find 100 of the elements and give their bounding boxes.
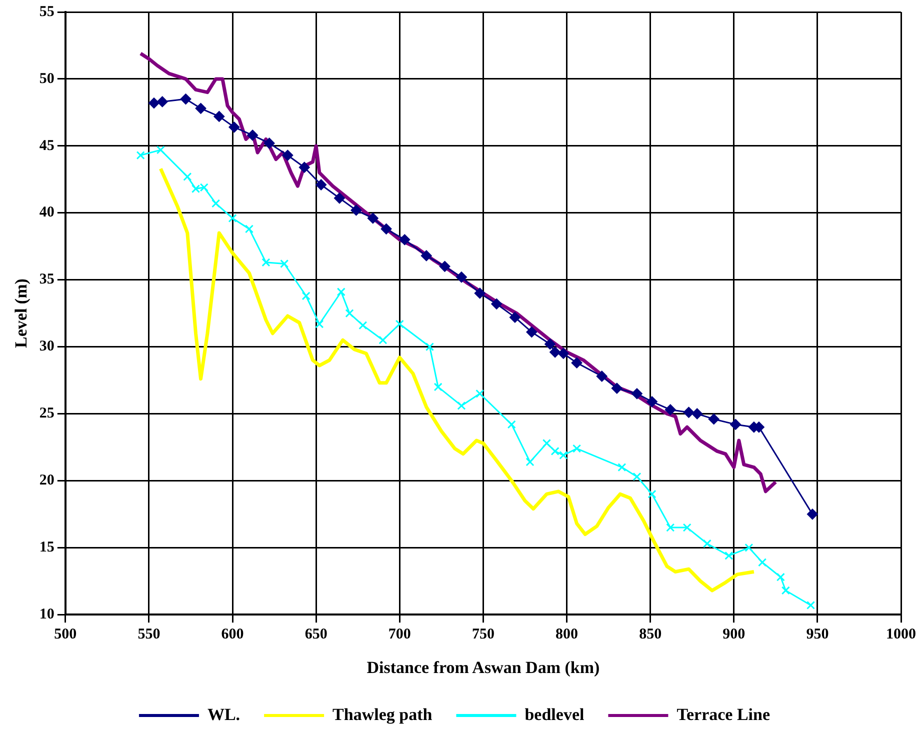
point <box>708 414 720 425</box>
point <box>434 382 442 392</box>
point <box>550 446 560 456</box>
point <box>345 309 354 318</box>
x-tick-label: 950 <box>806 626 829 642</box>
point <box>200 183 208 192</box>
y-tick-label: 25 <box>39 406 54 422</box>
point <box>571 357 582 368</box>
point <box>476 389 484 398</box>
y-tick-label: 30 <box>39 338 54 355</box>
point <box>136 151 145 160</box>
point <box>664 404 676 416</box>
x-tick-label: 650 <box>304 626 328 642</box>
point <box>244 224 254 234</box>
point <box>491 298 502 310</box>
point <box>183 172 192 181</box>
point <box>367 212 378 224</box>
y-axis-title: Level (m) <box>12 278 31 348</box>
legend-label: Thawleg path <box>332 704 433 724</box>
x-tick-label: 500 <box>54 626 77 642</box>
point <box>474 288 486 299</box>
point <box>180 94 192 105</box>
point <box>350 204 362 216</box>
point <box>631 388 642 400</box>
point <box>425 342 434 352</box>
point <box>611 382 622 394</box>
point <box>682 523 692 532</box>
point <box>264 138 275 149</box>
x-tick-label: 900 <box>722 626 746 642</box>
x-tick-label: 550 <box>138 626 160 642</box>
point <box>572 444 582 453</box>
point <box>228 214 237 223</box>
point <box>618 463 626 472</box>
point <box>457 401 466 410</box>
x-tick-label: 800 <box>556 626 578 642</box>
point <box>399 234 410 246</box>
y-tick-label: 35 <box>39 272 54 288</box>
point <box>280 259 289 268</box>
point <box>776 572 785 582</box>
point <box>730 418 742 430</box>
point <box>526 326 538 338</box>
x-tick-label: 750 <box>472 626 494 642</box>
point <box>191 184 200 194</box>
point <box>806 508 818 520</box>
point <box>156 146 165 154</box>
point <box>806 600 816 610</box>
point <box>632 472 642 481</box>
point <box>214 110 225 122</box>
point <box>648 490 656 498</box>
point <box>509 312 520 323</box>
point <box>420 250 432 262</box>
legend-label: WL. <box>207 704 240 724</box>
point <box>148 98 160 109</box>
point <box>262 258 270 267</box>
x-tick-label: 600 <box>221 626 244 642</box>
legend-label: Terrace Line <box>676 704 770 724</box>
legend-label: bedlevel <box>524 704 584 724</box>
point <box>282 150 294 161</box>
point <box>692 408 703 420</box>
point <box>316 179 327 190</box>
y-tick-label: 55 <box>39 4 54 20</box>
point <box>228 122 240 133</box>
point <box>666 523 675 532</box>
point <box>212 199 220 208</box>
point <box>781 586 790 595</box>
point <box>156 96 168 108</box>
point <box>298 162 310 173</box>
x-tick-label: 1000 <box>886 626 916 642</box>
y-tick-label: 40 <box>39 204 54 221</box>
point <box>378 336 388 344</box>
point <box>544 338 556 350</box>
point <box>646 396 658 408</box>
point <box>456 272 467 283</box>
y-tick-label: 15 <box>39 540 54 556</box>
point <box>334 192 345 204</box>
point <box>358 321 368 330</box>
point <box>315 320 324 328</box>
point <box>526 458 534 466</box>
x-tick-label: 850 <box>639 626 662 642</box>
y-tick-label: 45 <box>39 138 54 154</box>
point <box>724 551 734 560</box>
point <box>395 320 404 328</box>
point <box>702 539 712 548</box>
point <box>683 406 694 418</box>
point <box>758 558 767 567</box>
point <box>559 450 568 460</box>
x-axis-title: Distance from Aswan Dam (km) <box>366 658 600 678</box>
point <box>247 130 258 141</box>
point <box>302 292 310 300</box>
x-tick-label: 700 <box>388 626 411 642</box>
y-tick-label: 20 <box>39 472 54 489</box>
point <box>195 102 206 114</box>
point <box>558 348 569 359</box>
point <box>542 438 551 448</box>
point <box>336 288 346 296</box>
point <box>507 420 516 429</box>
point <box>596 370 608 382</box>
y-tick-label: 10 <box>39 606 54 622</box>
y-tick-label: 50 <box>39 70 54 87</box>
point <box>744 543 754 552</box>
